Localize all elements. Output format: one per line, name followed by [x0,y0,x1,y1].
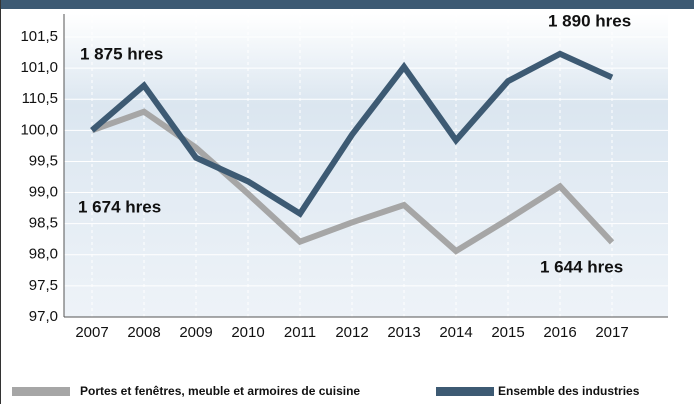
y-tick-label: 110,5 [22,90,58,107]
x-tick-label: 2014 [439,324,472,341]
top-band [0,0,694,9]
annotation: 1 674 hres [78,197,161,216]
y-tick-label: 98,5 [29,215,58,232]
x-tick-label: 2012 [335,324,368,341]
x-tick-label: 2016 [543,324,576,341]
annotation: 1 644 hres [540,257,623,276]
x-tick-label: 2011 [284,324,316,341]
legend-label: Ensemble des industries [498,384,640,398]
legend-swatch [436,387,494,396]
plot-area [64,14,668,317]
x-tick-label: 2007 [75,324,108,341]
y-tick-label: 97,0 [29,308,58,325]
legend-swatch [12,387,70,396]
y-tick-label: 98,0 [29,246,58,263]
y-tick-label: 99,0 [29,184,58,201]
legend-label: Portes et fenêtres, meuble et armoires d… [80,384,360,398]
annotation: 1 890 hres [548,11,631,30]
x-tick-label: 2008 [127,324,160,341]
x-tick-label: 2015 [491,324,524,341]
x-tick-label: 2010 [231,324,264,341]
y-tick-label: 97,5 [29,277,58,294]
series-line [90,50,614,218]
x-tick-label: 2009 [179,324,212,341]
y-tick-label: 99,5 [29,152,58,169]
x-tick-label: 2013 [387,324,420,341]
x-tick-label: 2017 [595,324,628,341]
annotation: 1 875 hres [80,44,163,63]
y-tick-label: 100,0 [20,121,58,138]
y-tick-label: 101,5 [20,28,58,45]
y-tick-label: 101,0 [20,59,58,76]
